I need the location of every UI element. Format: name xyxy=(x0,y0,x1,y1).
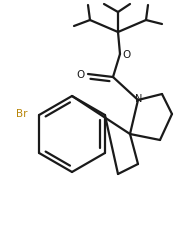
Text: O: O xyxy=(123,50,131,60)
Text: Br: Br xyxy=(16,109,27,118)
Text: N: N xyxy=(135,94,143,104)
Text: O: O xyxy=(77,70,85,80)
